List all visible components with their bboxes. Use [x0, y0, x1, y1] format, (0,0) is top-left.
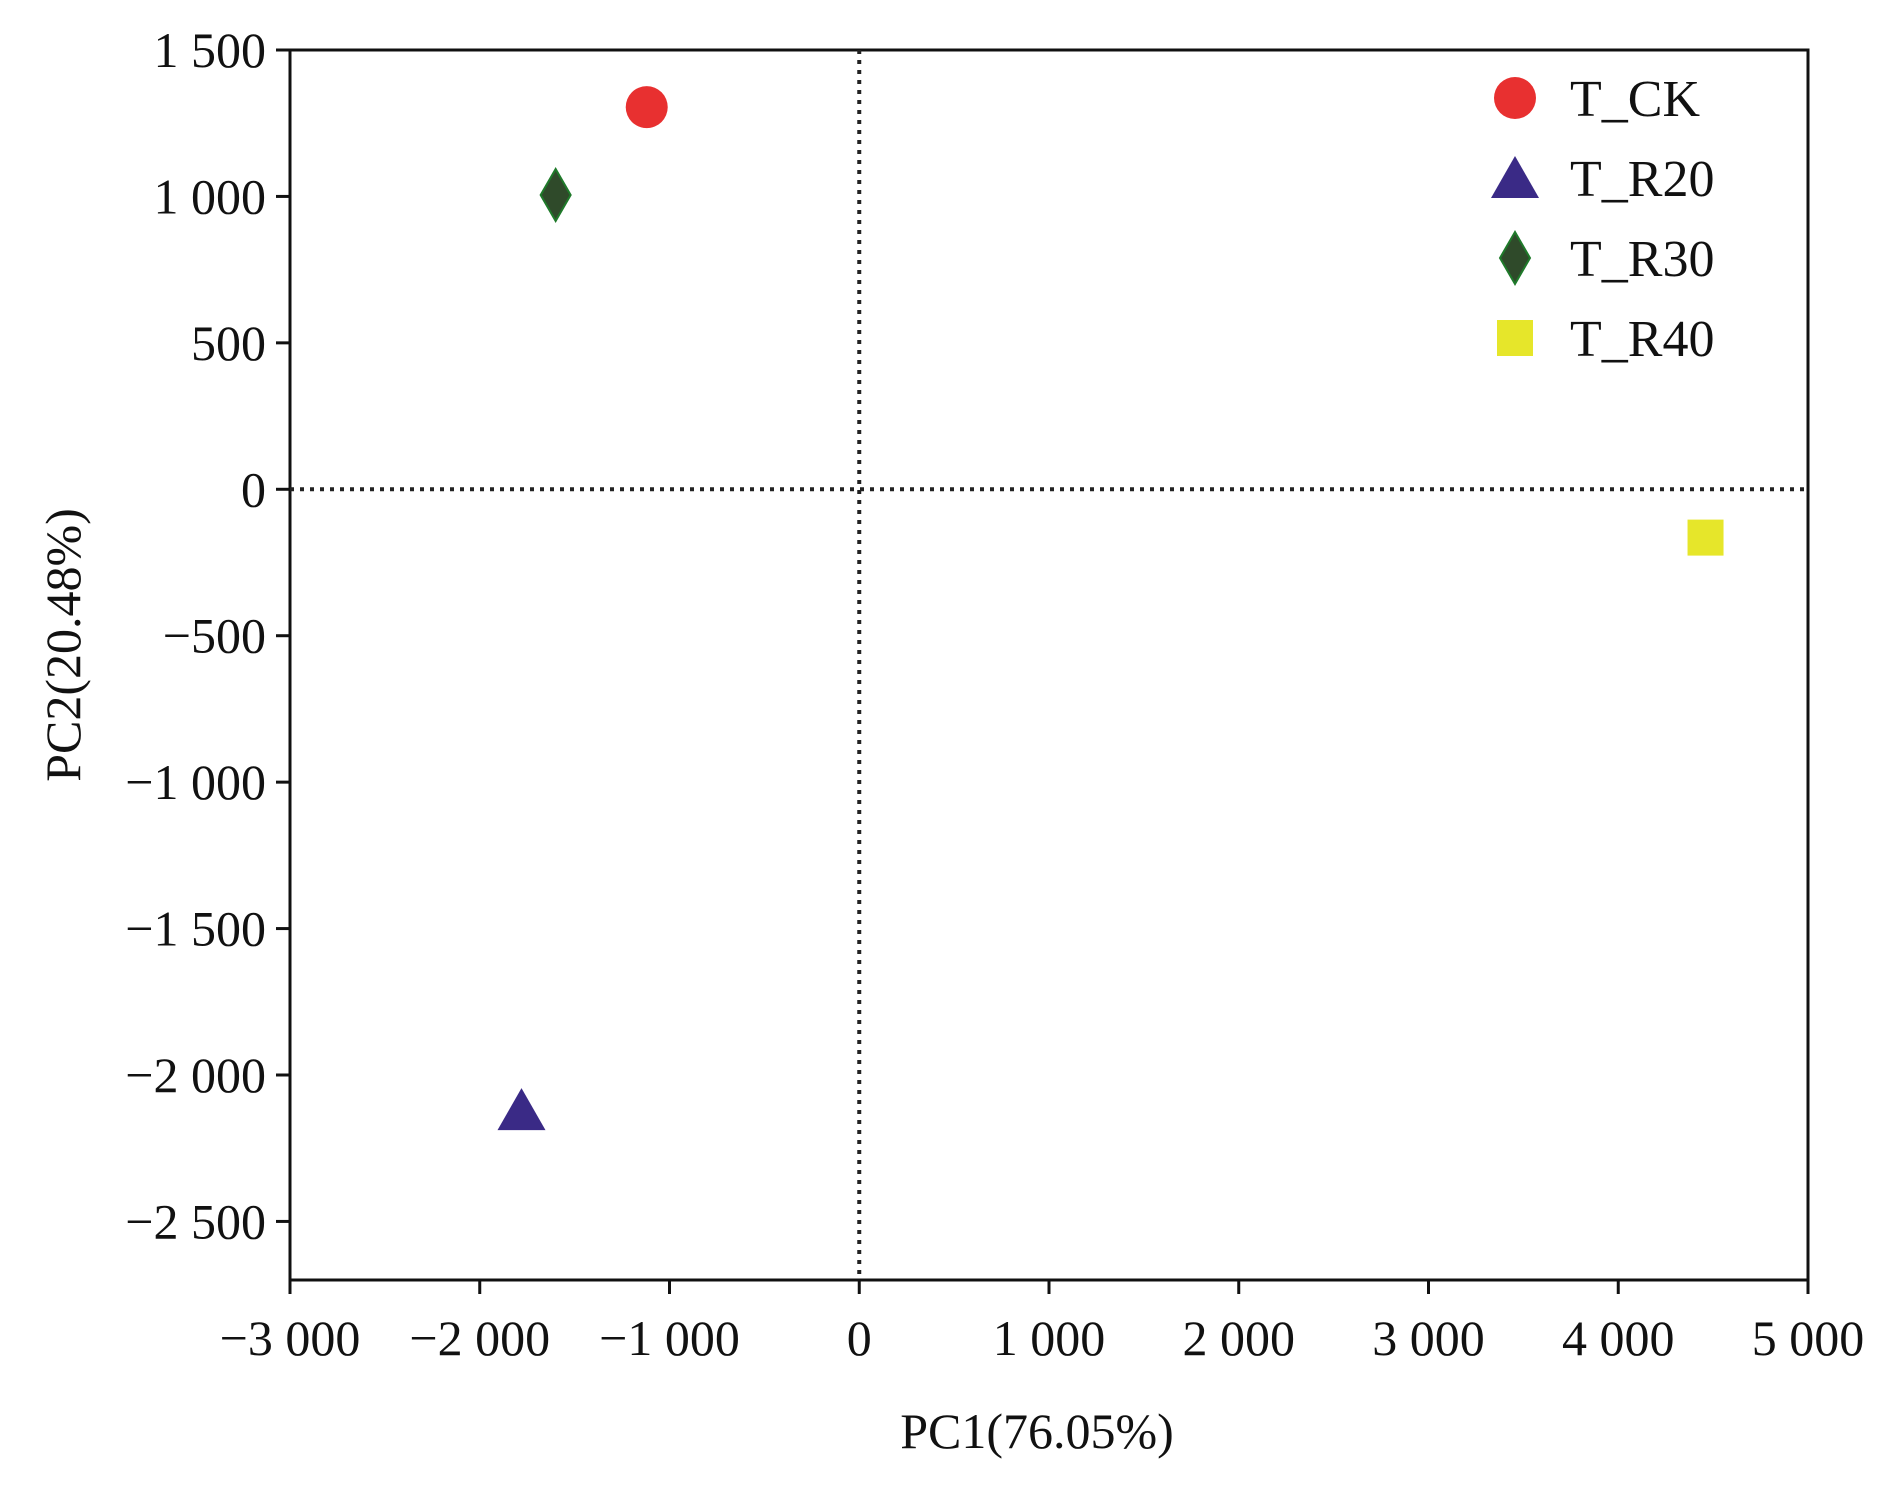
- x-tick-label: 1 000: [993, 1310, 1106, 1366]
- legend-marker-t-r30: [1498, 229, 1532, 287]
- data-point-t-r40: [1687, 519, 1724, 556]
- data-point-t-ck: [625, 86, 668, 129]
- y-tick-label: 500: [191, 315, 266, 371]
- y-tick-label: −1 000: [125, 754, 266, 810]
- y-tick-label: 0: [241, 461, 266, 517]
- x-tick-label: 3 000: [1372, 1310, 1485, 1366]
- data-point-t-r20: [497, 1088, 546, 1131]
- x-tick-label: 5 000: [1752, 1310, 1865, 1366]
- y-tick-label: −500: [163, 608, 266, 664]
- x-tick-label: 0: [847, 1310, 872, 1366]
- legend-marker-t-r40: [1497, 320, 1533, 356]
- y-tick-label: −1 500: [125, 901, 266, 957]
- legend-label: T_R20: [1570, 151, 1714, 208]
- legend-marker-t-r20: [1491, 156, 1539, 198]
- y-axis-label: PC2(20.48%): [35, 508, 91, 782]
- x-tick-label: −2 000: [409, 1310, 550, 1366]
- x-tick-label: 4 000: [1562, 1310, 1675, 1366]
- legend: T_CK T_R20 T_R30 T_R40: [1491, 71, 1714, 368]
- reference-lines: [290, 50, 1808, 1280]
- x-tick-label: −1 000: [599, 1310, 740, 1366]
- legend-label: T_R30: [1570, 231, 1714, 288]
- legend-label: T_CK: [1570, 71, 1700, 128]
- y-tick-label: −2 500: [125, 1193, 266, 1249]
- y-tick-label: −2 000: [125, 1047, 266, 1103]
- x-axis-label: PC1(76.05%): [900, 1403, 1174, 1459]
- y-tick-label: 1 500: [154, 22, 267, 78]
- x-tick-label: 2 000: [1183, 1310, 1296, 1366]
- data-point-t-r30: [539, 166, 572, 223]
- y-tick-label: 1 000: [154, 168, 267, 224]
- data-points: [497, 86, 1724, 1131]
- legend-label: T_R40: [1570, 311, 1714, 368]
- x-tick-label: −3 000: [220, 1310, 361, 1366]
- axes: −3 000 −2 000 −1 000 0 1 000 2 000 3 000 4 000 5…: [125, 22, 1864, 1366]
- legend-marker-t-ck: [1494, 77, 1536, 119]
